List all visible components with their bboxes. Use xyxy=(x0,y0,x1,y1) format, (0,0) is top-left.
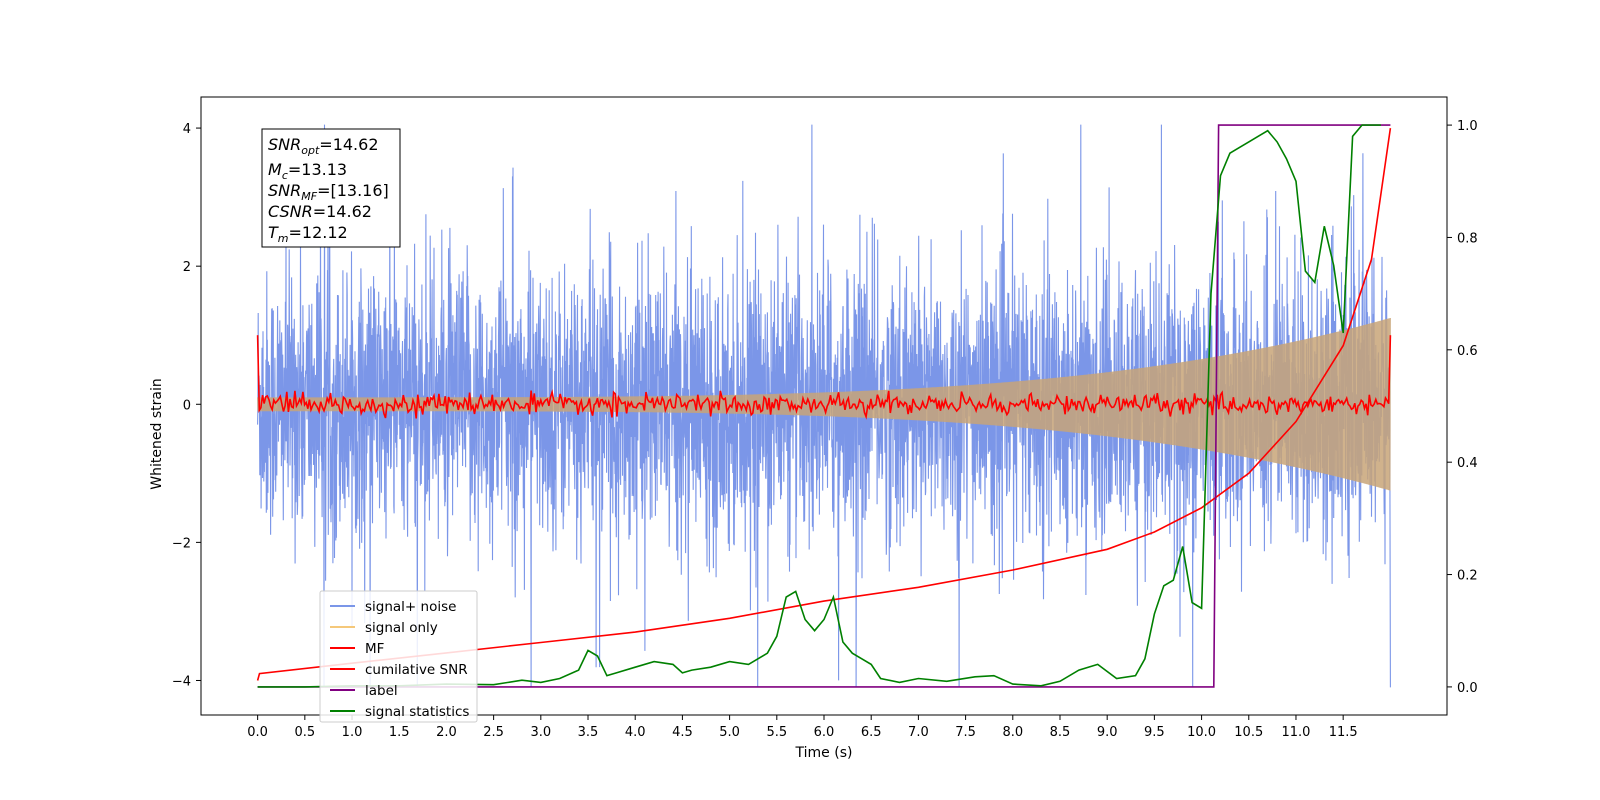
annotation-csnr: CSNR=14.62 xyxy=(268,202,372,221)
x-tick-label: 8.0 xyxy=(1002,725,1023,740)
x-tick-label: 4.5 xyxy=(672,725,693,740)
annotation-box: SNRopt=14.62 Mc=13.13 SNRMF=[13.16] CSNR… xyxy=(261,128,401,248)
x-tick-label: 6.0 xyxy=(814,725,835,740)
annotation-snr-mf: SNRMF=[13.16] xyxy=(268,181,389,203)
legend-label: cumilative SNR xyxy=(365,662,468,678)
x-tick-label: 3.0 xyxy=(530,725,551,740)
x-tick-label: 9.5 xyxy=(1144,725,1165,740)
annotation-snr-opt: SNRopt=14.62 xyxy=(268,135,379,157)
legend: signal+ noise signal only MF cumilative SNR… xyxy=(319,590,478,723)
series-signal-only xyxy=(257,317,1391,491)
y-left-tick-label: 4 xyxy=(183,122,191,137)
x-tick-label: 0.5 xyxy=(294,725,315,740)
x-tick-label: 9.0 xyxy=(1097,725,1118,740)
y-left-tick-label: −2 xyxy=(172,536,191,551)
x-tick-label: 11.0 xyxy=(1281,725,1310,740)
x-tick-label: 4.0 xyxy=(625,725,646,740)
x-tick-label: 7.0 xyxy=(908,725,929,740)
annotation-mc: Mc=13.13 xyxy=(268,160,347,182)
x-tick-label: 6.5 xyxy=(861,725,882,740)
x-tick-label: 3.5 xyxy=(578,725,599,740)
x-tick-label: 10.5 xyxy=(1234,725,1263,740)
x-tick-label: 1.5 xyxy=(389,725,410,740)
annotation-tm: Tm=12.12 xyxy=(268,223,348,245)
x-tick-label: 8.5 xyxy=(1050,725,1071,740)
x-tick-label: 2.0 xyxy=(436,725,457,740)
x-tick-label: 0.0 xyxy=(247,725,268,740)
y-left-tick-label: 0 xyxy=(183,398,191,413)
y-right-axis-ticks: 1.0 0.8 0.6 0.4 0.2 0.0 xyxy=(1447,119,1478,696)
y-left-axis-ticks: 4 2 0 −2 −4 xyxy=(172,122,201,689)
y-left-tick-label: 2 xyxy=(183,260,191,275)
series-signal-statistics xyxy=(257,124,1381,688)
y-right-tick-label: 1.0 xyxy=(1457,119,1478,134)
legend-label: signal only xyxy=(365,620,438,636)
series-mf xyxy=(256,335,1392,420)
x-tick-label: 5.0 xyxy=(719,725,740,740)
x-tick-label: 7.5 xyxy=(955,725,976,740)
legend-label: signal+ noise xyxy=(365,599,456,615)
y-right-tick-label: 0.2 xyxy=(1457,569,1478,584)
x-tick-label: 11.5 xyxy=(1329,725,1358,740)
x-tick-label: 5.5 xyxy=(766,725,787,740)
y-left-tick-label: −4 xyxy=(172,674,191,689)
y-right-tick-label: 0.6 xyxy=(1457,344,1478,359)
legend-label: MF xyxy=(365,641,384,657)
x-tick-label: 1.0 xyxy=(342,725,363,740)
y-right-tick-label: 0.0 xyxy=(1457,681,1478,696)
x-axis-ticks: 0.0 0.5 1.0 1.5 2.0 2.5 3.0 3.5 4.0 4.5 5.0 5.5 6.0 6… xyxy=(247,715,1358,740)
legend-label: signal statistics xyxy=(365,704,469,720)
x-tick-label: 2.5 xyxy=(483,725,504,740)
legend-label: label xyxy=(365,683,398,699)
y-right-tick-label: 0.4 xyxy=(1457,456,1478,471)
y-right-tick-label: 0.8 xyxy=(1457,231,1478,246)
series-label xyxy=(257,124,1391,688)
y-left-axis-label: Whitened strain xyxy=(149,378,165,489)
x-tick-label: 10.0 xyxy=(1187,725,1216,740)
x-axis-label: Time (s) xyxy=(795,745,853,761)
